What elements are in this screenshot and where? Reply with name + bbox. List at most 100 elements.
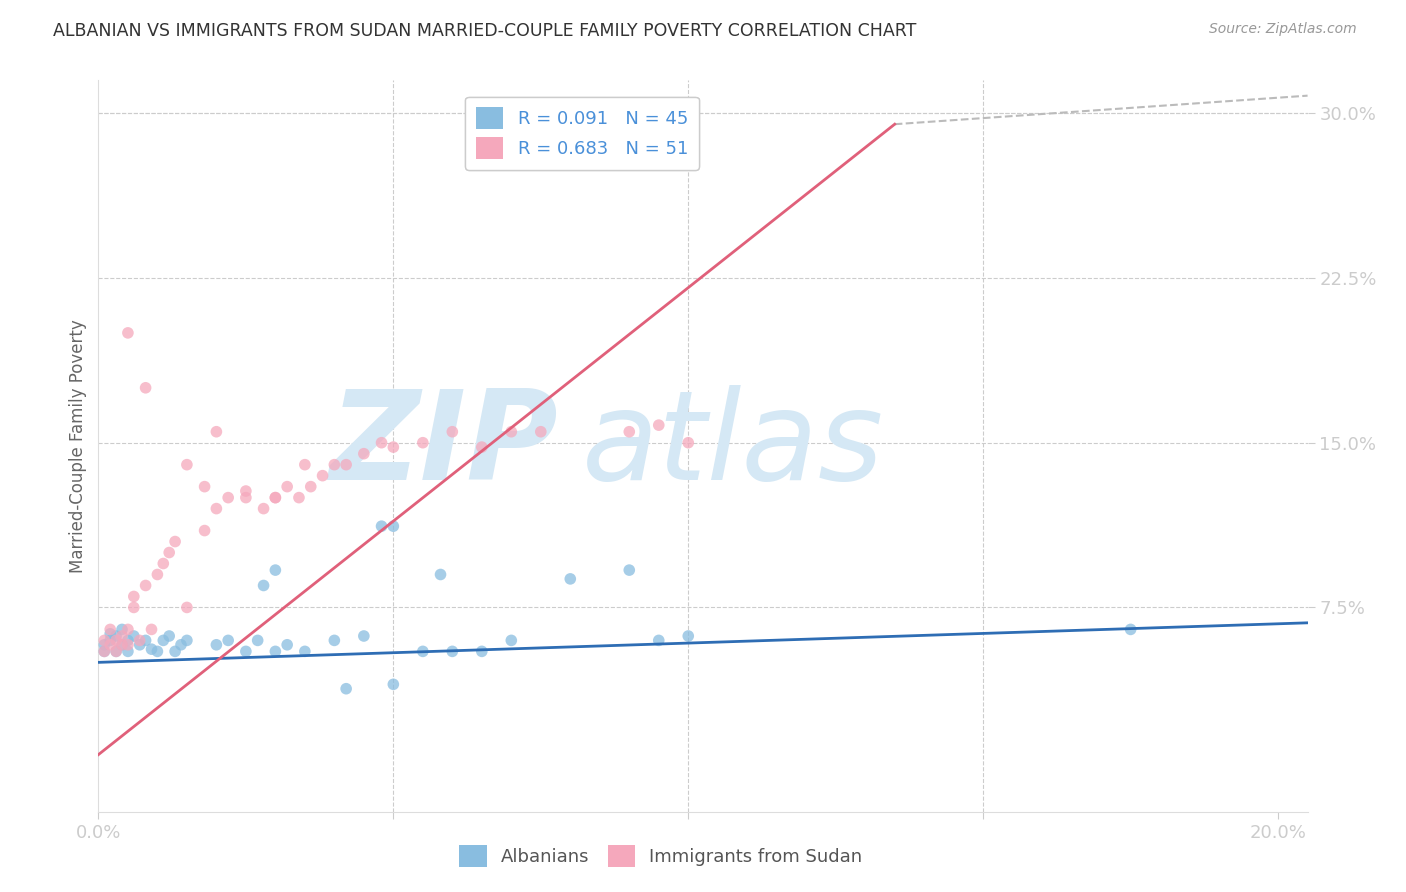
Point bbox=[323, 633, 346, 648]
Point bbox=[165, 534, 187, 549]
Y-axis label: Married-Couple Family Poverty: Married-Couple Family Poverty bbox=[69, 319, 87, 573]
Point bbox=[370, 519, 392, 533]
Point bbox=[152, 633, 174, 648]
Point bbox=[117, 644, 139, 658]
Point bbox=[135, 633, 157, 648]
Point bbox=[294, 458, 316, 472]
Point bbox=[105, 629, 128, 643]
Point bbox=[98, 627, 121, 641]
Point bbox=[122, 590, 145, 604]
Point bbox=[382, 677, 405, 691]
Point bbox=[441, 425, 464, 439]
Point bbox=[264, 644, 287, 658]
Point bbox=[323, 458, 346, 472]
Point bbox=[122, 600, 145, 615]
Point bbox=[98, 633, 121, 648]
Point bbox=[205, 501, 228, 516]
Point bbox=[98, 638, 121, 652]
Point bbox=[412, 435, 434, 450]
Point bbox=[252, 578, 274, 592]
Point bbox=[530, 425, 553, 439]
Point bbox=[105, 633, 128, 648]
Point bbox=[205, 425, 228, 439]
Point bbox=[146, 644, 169, 658]
Point bbox=[111, 638, 134, 652]
Point bbox=[117, 326, 139, 340]
Point bbox=[382, 440, 405, 454]
Point bbox=[141, 623, 163, 637]
Point bbox=[264, 491, 287, 505]
Point bbox=[648, 633, 671, 648]
Point bbox=[176, 633, 198, 648]
Point bbox=[194, 524, 217, 538]
Point bbox=[335, 458, 357, 472]
Point bbox=[105, 644, 128, 658]
Point bbox=[165, 644, 187, 658]
Point bbox=[135, 381, 157, 395]
Point bbox=[111, 629, 134, 643]
Point bbox=[648, 418, 671, 433]
Point bbox=[117, 638, 139, 652]
Point bbox=[370, 435, 392, 450]
Point bbox=[471, 644, 494, 658]
Point bbox=[157, 545, 180, 559]
Point bbox=[117, 633, 139, 648]
Point bbox=[501, 425, 523, 439]
Point bbox=[264, 563, 287, 577]
Point bbox=[117, 623, 139, 637]
Point bbox=[311, 468, 333, 483]
Point bbox=[194, 480, 217, 494]
Point bbox=[235, 644, 257, 658]
Point bbox=[141, 642, 163, 657]
Point bbox=[619, 425, 641, 439]
Point bbox=[146, 567, 169, 582]
Point bbox=[128, 633, 150, 648]
Point bbox=[441, 644, 464, 658]
Point bbox=[205, 638, 228, 652]
Text: ZIP: ZIP bbox=[329, 385, 558, 507]
Point bbox=[429, 567, 451, 582]
Point bbox=[122, 629, 145, 643]
Point bbox=[299, 480, 322, 494]
Point bbox=[152, 557, 174, 571]
Point bbox=[170, 638, 193, 652]
Point bbox=[678, 629, 700, 643]
Point bbox=[288, 491, 311, 505]
Legend: R = 0.091   N = 45, R = 0.683   N = 51: R = 0.091 N = 45, R = 0.683 N = 51 bbox=[465, 96, 699, 169]
Point bbox=[353, 447, 375, 461]
Point bbox=[276, 638, 298, 652]
Point bbox=[353, 629, 375, 643]
Point bbox=[560, 572, 582, 586]
Text: Source: ZipAtlas.com: Source: ZipAtlas.com bbox=[1209, 22, 1357, 37]
Point bbox=[471, 440, 494, 454]
Point bbox=[501, 633, 523, 648]
Point bbox=[235, 491, 257, 505]
Point bbox=[105, 644, 128, 658]
Point bbox=[252, 501, 274, 516]
Point bbox=[93, 644, 115, 658]
Point bbox=[678, 435, 700, 450]
Text: atlas: atlas bbox=[582, 385, 884, 507]
Point bbox=[412, 644, 434, 658]
Point bbox=[1119, 623, 1142, 637]
Point bbox=[111, 638, 134, 652]
Point bbox=[176, 458, 198, 472]
Point bbox=[217, 633, 239, 648]
Point bbox=[382, 519, 405, 533]
Point bbox=[335, 681, 357, 696]
Point bbox=[93, 638, 115, 652]
Point bbox=[98, 623, 121, 637]
Point bbox=[111, 623, 134, 637]
Point bbox=[135, 578, 157, 592]
Point bbox=[93, 633, 115, 648]
Point bbox=[264, 491, 287, 505]
Point bbox=[294, 644, 316, 658]
Point bbox=[176, 600, 198, 615]
Point bbox=[619, 563, 641, 577]
Point bbox=[235, 483, 257, 498]
Legend: Albanians, Immigrants from Sudan: Albanians, Immigrants from Sudan bbox=[453, 838, 869, 874]
Point bbox=[246, 633, 269, 648]
Point bbox=[276, 480, 298, 494]
Point bbox=[128, 638, 150, 652]
Text: ALBANIAN VS IMMIGRANTS FROM SUDAN MARRIED-COUPLE FAMILY POVERTY CORRELATION CHAR: ALBANIAN VS IMMIGRANTS FROM SUDAN MARRIE… bbox=[53, 22, 917, 40]
